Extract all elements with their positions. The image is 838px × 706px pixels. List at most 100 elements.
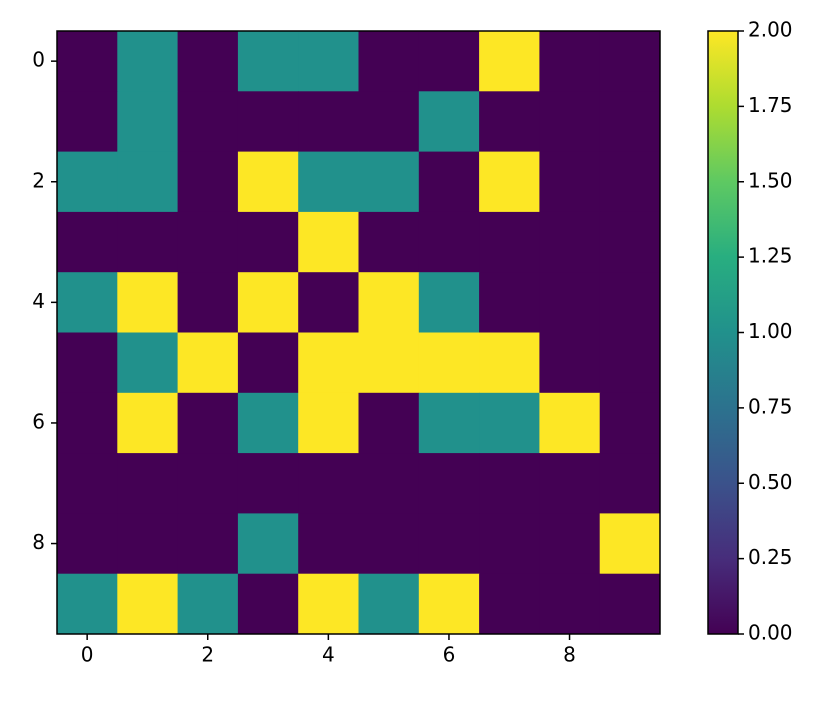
heatmap-cell (599, 91, 661, 153)
heatmap-cell (177, 332, 239, 394)
heatmap-cell (237, 573, 299, 635)
heatmap-cell (237, 91, 299, 153)
heatmap-cell (418, 513, 480, 575)
x-tick-label: 8 (563, 643, 576, 667)
heatmap-cell (177, 513, 239, 575)
heatmap-cell (237, 392, 299, 454)
heatmap-cell (599, 573, 661, 635)
heatmap-cell (418, 392, 480, 454)
heatmap-cell (298, 392, 359, 454)
heatmap-cell (539, 272, 601, 333)
heatmap-cell (539, 31, 601, 92)
colorbar-tick-label: 0.25 (748, 545, 793, 569)
heatmap-cell (237, 513, 299, 575)
colorbar (707, 30, 739, 635)
heatmap-cell (237, 453, 299, 514)
x-tick-label: 4 (322, 643, 335, 667)
heatmap-cell (237, 211, 299, 273)
heatmap-cell (418, 272, 480, 333)
heatmap-cell (298, 151, 359, 213)
y-tick-label: 0 (32, 48, 45, 72)
heatmap-cell (599, 31, 661, 92)
colorbar-tick-label: 2.00 (748, 18, 793, 42)
heatmap-cell (117, 392, 179, 454)
heatmap-cell (418, 91, 480, 153)
heatmap-cell (298, 332, 359, 394)
y-tick-label: 6 (32, 409, 45, 433)
heatmap-cell (57, 513, 118, 575)
heatmap-cell (57, 392, 118, 454)
heatmap-cell (117, 31, 179, 92)
heatmap-cell (237, 31, 299, 92)
heatmap-cell (57, 453, 118, 514)
heatmap-cell (177, 453, 239, 514)
heatmap-cell (539, 332, 601, 394)
y-tick-label: 2 (32, 168, 45, 192)
heatmap-cell (479, 573, 540, 635)
heatmap-cell (117, 573, 179, 635)
heatmap-cell (117, 151, 179, 213)
heatmap-cell (599, 513, 661, 575)
heatmap-cell (117, 453, 179, 514)
heatmap-cell (418, 211, 480, 273)
heatmap-cell (177, 31, 239, 92)
heatmap-cell (358, 91, 420, 153)
heatmap-cell (599, 453, 661, 514)
heatmap-cell (177, 151, 239, 213)
heatmap-cell (539, 91, 601, 153)
heatmap-cell (298, 513, 359, 575)
heatmap-cell (358, 151, 420, 213)
heatmap-cell (599, 332, 661, 394)
heatmap-cell (358, 513, 420, 575)
x-tick-label: 0 (81, 643, 94, 667)
heatmap-cell (479, 151, 540, 213)
heatmap-cell (237, 332, 299, 394)
heatmap-cell (177, 91, 239, 153)
heatmap-cell (177, 392, 239, 454)
heatmap-cell (418, 332, 480, 394)
heatmap-cell (298, 31, 359, 92)
heatmap-cell (539, 513, 601, 575)
heatmap-cell (539, 211, 601, 273)
heatmap-cell (358, 453, 420, 514)
x-tick-label: 2 (201, 643, 214, 667)
y-tick-label: 8 (32, 530, 45, 554)
heatmap-cell (358, 573, 420, 635)
heatmap-cell (117, 272, 179, 333)
heatmap-cell (358, 31, 420, 92)
heatmap-cell (479, 272, 540, 333)
heatmap-cell (298, 91, 359, 153)
heatmap-cell (237, 272, 299, 333)
heatmap-cell (599, 151, 661, 213)
colorbar-tick-label: 1.00 (748, 319, 793, 343)
heatmap-cell (539, 573, 601, 635)
heatmap-cell (298, 573, 359, 635)
y-tick-label: 4 (32, 289, 45, 313)
heatmap-cell (358, 392, 420, 454)
heatmap-cell (57, 332, 118, 394)
heatmap-cell (358, 211, 420, 273)
heatmap-cell (298, 211, 359, 273)
heatmap-cell (599, 392, 661, 454)
heatmap-cell (479, 332, 540, 394)
colorbar-tick-label: 0.50 (748, 470, 793, 494)
heatmap-cell (479, 211, 540, 273)
heatmap-cell (298, 453, 359, 514)
heatmap-cell (177, 272, 239, 333)
heatmap-cell (418, 31, 480, 92)
heatmap-cell (117, 513, 179, 575)
heatmap-cell (57, 91, 118, 153)
heatmap-cell (479, 513, 540, 575)
heatmap-cell (479, 453, 540, 514)
heatmap-cell (117, 211, 179, 273)
heatmap-cell (298, 272, 359, 333)
heatmap-cell (479, 31, 540, 92)
heatmap-cell (479, 91, 540, 153)
colorbar-tick-label: 1.50 (748, 168, 793, 192)
heatmap-cell (539, 392, 601, 454)
heatmap-cell (539, 151, 601, 213)
heatmap-cell (418, 573, 480, 635)
heatmap-cell (479, 392, 540, 454)
heatmap-cell (358, 272, 420, 333)
